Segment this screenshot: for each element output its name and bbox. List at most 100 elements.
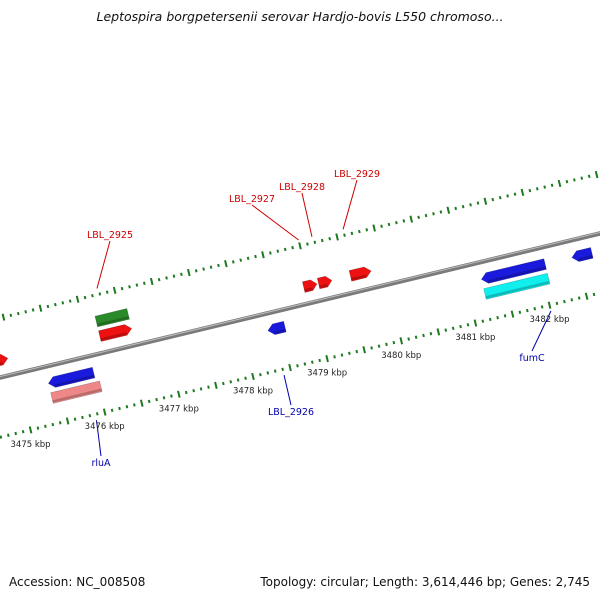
feature-shade	[100, 332, 127, 341]
forward-tick	[513, 192, 517, 196]
forward-tick	[409, 215, 414, 223]
gene-label-lbl_2927[interactable]: LBL_2927	[229, 194, 275, 205]
gene-feature-f-red-0[interactable]	[0, 353, 9, 371]
feature-shape[interactable]	[98, 324, 133, 342]
forward-tick	[283, 247, 287, 252]
label-leader	[301, 192, 313, 237]
reverse-tick	[325, 354, 329, 363]
forward-tick	[573, 178, 576, 182]
gene-feature-f-red-2925[interactable]	[98, 324, 133, 342]
reverse-tick	[555, 301, 559, 306]
reverse-tick	[28, 426, 33, 434]
forward-tick	[335, 233, 339, 241]
forward-tick	[261, 251, 265, 259]
forward-tick	[149, 277, 154, 286]
forward-tick	[557, 179, 562, 188]
reverse-tick	[199, 387, 203, 391]
reverse-tick	[184, 390, 188, 395]
forward-tick	[24, 310, 28, 314]
forward-tick	[313, 240, 317, 244]
forward-tick	[269, 251, 272, 255]
feature-shape[interactable]	[50, 380, 103, 404]
reverse-tick	[192, 389, 195, 393]
map-title: Leptospira borgpetersenii serovar Hardjo…	[96, 9, 504, 24]
ruler-label: 3482 kbp	[530, 315, 570, 325]
gene-feature-f-pink[interactable]	[50, 380, 103, 404]
reverse-tick	[303, 362, 307, 366]
reverse-tick	[385, 342, 388, 347]
gene-label-lbl_2925[interactable]: LBL_2925	[87, 230, 133, 241]
reverse-tick	[496, 315, 499, 320]
reverse-tick	[281, 367, 284, 372]
forward-tick	[402, 219, 406, 223]
feature-shape[interactable]	[480, 258, 547, 284]
gene-feature-f-red-2927[interactable]	[302, 279, 318, 293]
reverse-tick	[214, 381, 218, 389]
reverse-tick	[459, 324, 462, 329]
reverse-tick	[170, 394, 173, 398]
forward-tick	[491, 197, 495, 202]
reverse-tick	[481, 319, 485, 323]
feature-shape[interactable]	[0, 353, 9, 371]
forward-tick	[105, 290, 109, 294]
gene-label-lbl_2926[interactable]: LBL_2926	[268, 407, 314, 418]
reverse-tick	[414, 335, 418, 339]
feature-shade	[485, 280, 550, 299]
reverse-tick	[288, 363, 292, 372]
gene-label-rlua[interactable]: rluA	[91, 458, 111, 469]
gene-feature-f-blue-fumC[interactable]	[480, 258, 547, 284]
gene-feature-f-blue-rluA[interactable]	[47, 366, 96, 388]
feature-shape[interactable]	[348, 266, 372, 282]
reverse-tick	[340, 353, 344, 357]
gene-label-lbl_2929[interactable]: LBL_2929	[334, 169, 380, 180]
reverse-tick	[377, 344, 381, 348]
label-leader	[96, 240, 111, 289]
feature-shape[interactable]	[302, 279, 318, 293]
feature-shape[interactable]	[316, 275, 333, 290]
gene-feature-f-red-2929[interactable]	[348, 266, 372, 282]
feature-shade	[0, 361, 4, 365]
gene-feature-f-red-2928[interactable]	[316, 275, 333, 290]
forward-tick	[343, 233, 346, 237]
backbone-line	[0, 231, 600, 380]
feature-shape[interactable]	[94, 308, 130, 328]
forward-tick	[135, 283, 139, 287]
gene-feature-f-green[interactable]	[94, 308, 130, 328]
reverse-tick	[236, 378, 240, 382]
ruler-label: 3478 kbp	[233, 386, 273, 396]
forward-tick	[476, 201, 480, 205]
feature-shape[interactable]	[483, 272, 551, 300]
forward-tick	[157, 278, 161, 282]
forward-tick	[46, 304, 50, 309]
forward-tick	[328, 237, 331, 241]
reverse-tick	[229, 380, 233, 384]
reverse-tick	[348, 351, 351, 355]
reverse-tick	[362, 346, 366, 354]
reverse-tick	[570, 298, 574, 302]
forward-tick	[9, 313, 13, 318]
reverse-tick	[355, 349, 359, 354]
reverse-tick	[6, 433, 10, 437]
reverse-tick	[563, 299, 566, 304]
forward-tick	[128, 285, 131, 289]
forward-tick	[276, 249, 280, 253]
forward-tick	[165, 276, 168, 280]
reverse-tick	[251, 372, 255, 381]
feature-shape[interactable]	[47, 366, 96, 388]
feature-shape[interactable]	[267, 320, 287, 335]
gene-feature-f-cyan[interactable]	[483, 272, 551, 300]
feature-shape[interactable]	[571, 247, 594, 262]
reverse-tick	[102, 408, 107, 416]
gene-label-fumc[interactable]: fumC	[519, 353, 545, 364]
reverse-tick	[407, 337, 411, 341]
forward-tick	[439, 210, 443, 214]
label-leader	[342, 179, 358, 230]
forward-tick	[98, 292, 102, 296]
forward-tick	[75, 295, 80, 303]
forward-tick	[254, 254, 257, 259]
gene-label-lbl_2928[interactable]: LBL_2928	[279, 182, 325, 193]
gene-feature-f-blue-edge[interactable]	[571, 247, 594, 262]
reverse-tick	[36, 426, 40, 430]
gene-feature-f-blue-2926[interactable]	[267, 320, 287, 335]
